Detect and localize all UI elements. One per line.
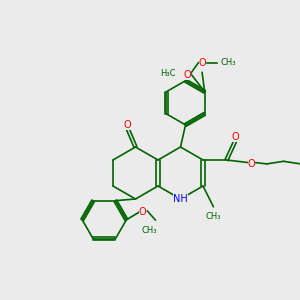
Text: O: O: [184, 70, 191, 80]
Text: NH: NH: [173, 194, 188, 204]
Text: O: O: [232, 131, 239, 142]
Text: CH₃: CH₃: [220, 58, 236, 67]
Text: CH₃: CH₃: [206, 212, 221, 221]
Text: CH₃: CH₃: [142, 226, 157, 235]
Text: O: O: [248, 159, 255, 169]
Text: O: O: [199, 58, 206, 68]
Text: H₃C: H₃C: [160, 69, 176, 78]
Text: O: O: [139, 207, 146, 217]
Text: O: O: [124, 120, 131, 130]
